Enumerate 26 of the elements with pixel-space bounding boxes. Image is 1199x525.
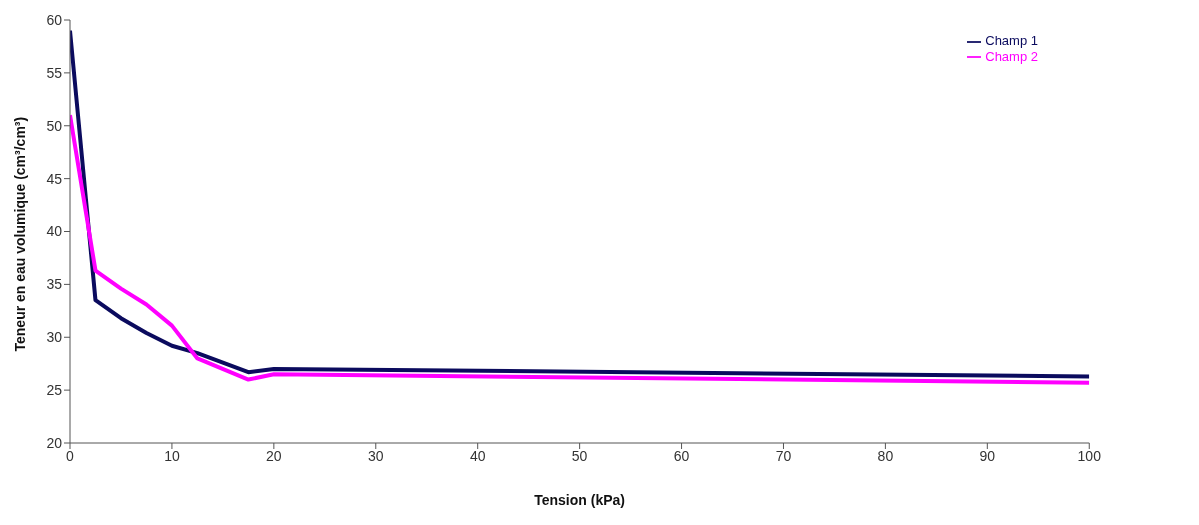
x-tick-label: 50: [571, 447, 588, 464]
x-tick-label: 90: [979, 447, 996, 464]
y-axis-title: Teneur en eau volumique (cm³/cm³): [11, 116, 28, 352]
x-tick-label: 100: [1077, 447, 1102, 464]
x-tick-label: 70: [775, 447, 792, 464]
x-tick-label: 80: [877, 447, 894, 464]
y-tick-label: 30: [46, 329, 63, 346]
line-series: [70, 28, 1090, 379]
y-tick-label: 20: [46, 434, 63, 451]
legend-label: Champ 2: [985, 48, 1038, 64]
y-tick-label: 50: [46, 117, 63, 134]
y-tick-label: 25: [46, 382, 63, 399]
y-tick-label: 60: [46, 11, 63, 28]
line-series: [70, 113, 1090, 385]
x-axis-title: Tension (kPa): [534, 492, 626, 508]
x-tick-label: 0: [66, 447, 75, 464]
x-tick-label: 60: [673, 447, 690, 464]
y-tick-label: 45: [46, 170, 63, 187]
legend-label: Champ 1: [985, 33, 1038, 48]
x-tick-label: 30: [367, 447, 384, 464]
y-tick-label: 55: [46, 64, 63, 81]
y-tick-label: 35: [46, 276, 63, 293]
x-tick-label: 20: [266, 447, 282, 464]
x-tick-label: 10: [164, 447, 180, 464]
y-tick-label: 40: [46, 223, 63, 240]
x-tick-label: 40: [469, 447, 486, 464]
